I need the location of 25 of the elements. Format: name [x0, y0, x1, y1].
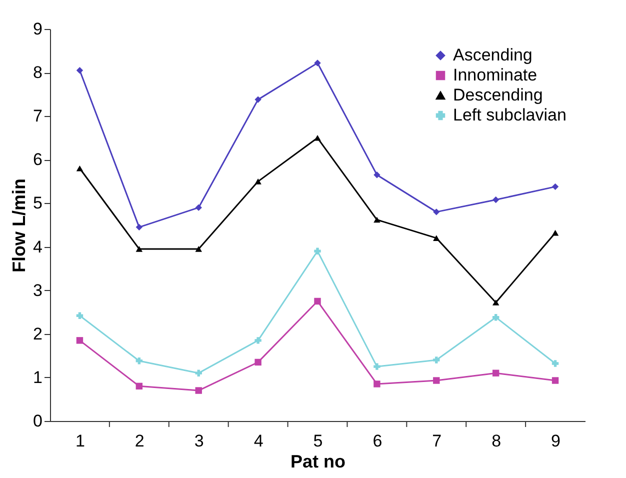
y-tick-label: 1: [33, 368, 42, 387]
y-tick-label: 0: [33, 412, 42, 430]
x-tick-label: 7: [432, 432, 442, 450]
x-tick-label: 1: [75, 432, 85, 450]
legend-label: Left subclavian: [453, 106, 566, 124]
y-tick-label: 6: [33, 150, 42, 170]
y-tick-label: 5: [33, 194, 42, 213]
x-tick-label: 3: [194, 432, 204, 450]
legend-label: Innominate: [453, 66, 538, 84]
y-tick-label: 4: [33, 237, 42, 256]
x-tick-label: 6: [372, 432, 382, 450]
x-tick-label: 8: [492, 432, 502, 450]
x-tick-label: 4: [254, 432, 264, 450]
x-axis-title: Pat no: [290, 452, 346, 472]
y-tick-label: 8: [33, 63, 42, 82]
y-axis-title: Flow L/min: [9, 178, 30, 272]
legend-label: Ascending: [453, 46, 532, 64]
x-tick-label: 2: [134, 432, 144, 450]
y-tick-label: 3: [33, 280, 42, 300]
legend-label: Descending: [453, 86, 543, 104]
y-tick-label: 2: [33, 324, 42, 344]
x-tick-label: 5: [313, 432, 323, 450]
x-tick-label: 9: [551, 432, 561, 450]
y-tick-label: 7: [33, 106, 42, 126]
y-tick-label: 9: [33, 20, 42, 38]
